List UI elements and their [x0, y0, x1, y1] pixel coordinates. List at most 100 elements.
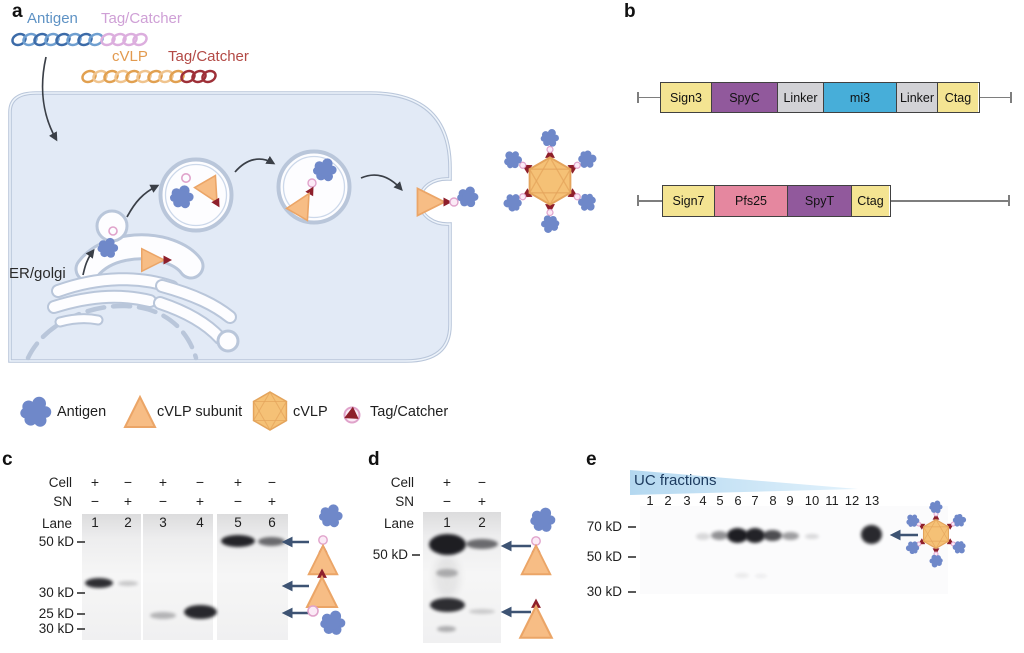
c-cell-2: − [123, 474, 133, 490]
e-lane-8: 8 [769, 493, 777, 508]
band-d-lane1-smear [434, 556, 460, 598]
c-mw-30b-tick [77, 628, 85, 630]
c-icon-antigen-subunit-fusion [307, 504, 343, 576]
antigen-tag-label: Tag/Catcher [101, 10, 182, 27]
antigen-gene-label: Antigen [27, 10, 78, 27]
band-c-lane4 [184, 605, 217, 619]
d-icon-antigen-subunit-fusion [520, 507, 556, 576]
d-cell-1: + [442, 474, 452, 490]
e-mw-30: 30 kD [586, 584, 622, 599]
blot-c-strip-2 [143, 514, 213, 640]
blot-annotations [281, 470, 969, 639]
e-lane-10: 10 [804, 493, 820, 508]
legend-tag-catcher-label: Tag/Catcher [370, 404, 449, 420]
uc-fractions-header: UC fractions [634, 472, 717, 489]
band-e-smudge2 [755, 574, 767, 578]
band-d-lane1-30 [430, 598, 465, 612]
c-cell-4: − [195, 474, 205, 490]
c-lane-row-label: Lane [41, 516, 72, 531]
c-sn-5: − [233, 493, 243, 509]
d-mw-50-tick [412, 554, 420, 556]
band-d-lane2-50 [466, 539, 498, 549]
e-lane-9: 9 [786, 493, 794, 508]
e-lane-6: 6 [734, 493, 742, 508]
d-lane-row-label: Lane [383, 516, 414, 531]
band-e-f8 [763, 530, 782, 541]
d-mw-50: 50 kD [372, 547, 408, 562]
uc-gradient-wedge [630, 470, 858, 495]
construct1: Sign3 SpyC Linker mi3 Linker Ctag [660, 82, 980, 113]
c-mw-25-tick [77, 613, 85, 615]
cvlp-tag-label: Tag/Catcher [168, 48, 249, 65]
c-cell-1: + [90, 474, 100, 490]
pathway-arrows [41, 56, 403, 276]
band-e-f5 [711, 531, 728, 540]
cvlp-subunit-icon [124, 396, 156, 428]
construct2-left-line [638, 200, 662, 202]
d-icon-tagged-subunit [519, 598, 553, 639]
secreted-complex [416, 186, 479, 217]
blot-d [423, 512, 501, 643]
c-mw-30b: 30 kD [38, 621, 74, 636]
construct1-seg-linker1: Linker [777, 83, 823, 112]
band-d-lane1-mid [436, 569, 458, 577]
c-icon-catcher-antigen [307, 605, 346, 635]
e-lane-1: 1 [646, 493, 654, 508]
c-sn-3: − [158, 493, 168, 509]
c-cell-5: + [233, 474, 243, 490]
construct1-seg-linker2: Linker [896, 83, 937, 112]
blot-c-strip-1 [82, 514, 141, 640]
c-cell-row-label: Cell [48, 475, 72, 490]
c-mw-30a-tick [77, 592, 85, 594]
legend-cvlp-subunit-label: cVLP subunit [157, 404, 243, 420]
band-e-f6 [727, 528, 748, 543]
e-lane-2: 2 [664, 493, 672, 508]
band-e-f10 [805, 534, 819, 539]
d-cell-row-label: Cell [390, 475, 414, 490]
c-lane-2: 2 [124, 515, 132, 530]
construct2-right-line [891, 200, 1009, 202]
band-c-lane2 [118, 581, 138, 586]
cvlp-icon [252, 391, 288, 431]
legend-antigen-label: Antigen [57, 404, 107, 420]
budding-vesicle [95, 209, 129, 258]
antigen-gene-helix [11, 32, 148, 47]
e-lane-11: 11 [825, 493, 839, 508]
band-d-lane1-low [437, 626, 456, 632]
legend-cvlp-label: cVLP [293, 404, 328, 420]
band-e-f7 [745, 528, 765, 543]
c-sn-row-label: SN [53, 494, 72, 509]
e-lane-12: 12 [844, 493, 860, 508]
panel-d-label: d [368, 449, 380, 470]
band-c-lane6 [258, 537, 285, 546]
construct1-seg-spyc: SpyC [711, 83, 777, 112]
band-c-lane1 [85, 578, 113, 588]
d-sn-2: + [477, 493, 487, 509]
e-mw-70-tick [628, 526, 636, 528]
band-c-lane3 [150, 612, 176, 619]
c-mw-50: 50 kD [38, 534, 74, 549]
construct2-seg-pfs25: Pfs25 [714, 186, 787, 216]
c-cell-3: + [158, 474, 168, 490]
band-e-f13 [861, 525, 882, 544]
d-lane-1: 1 [443, 515, 451, 530]
e-mw-50: 50 kD [586, 549, 622, 564]
construct1-right-tick [1010, 92, 1012, 103]
band-c-lane5 [221, 535, 255, 547]
construct1-seg-sign3: Sign3 [661, 83, 711, 112]
band-e-smudge1 [735, 573, 749, 578]
c-cell-6: − [267, 474, 277, 490]
cell-diagram [8, 56, 600, 363]
d-cell-2: − [477, 474, 487, 490]
band-e-f9 [782, 532, 799, 540]
construct1-seg-ctag: Ctag [937, 83, 978, 112]
c-mw-25: 25 kD [38, 606, 74, 621]
band-d-lane2-30 [469, 609, 495, 614]
construct1-right-line [980, 96, 1011, 98]
c-lane-3: 3 [159, 515, 167, 530]
band-e-f4 [696, 533, 710, 540]
c-sn-1: − [90, 493, 100, 509]
legend-icons [20, 391, 361, 431]
antigen-icon [20, 396, 52, 427]
